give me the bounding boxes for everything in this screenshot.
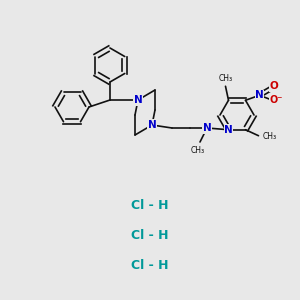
- Text: CH₃: CH₃: [218, 74, 233, 83]
- Text: Cl - H: Cl - H: [131, 229, 169, 242]
- Text: O: O: [269, 81, 278, 91]
- Text: N: N: [255, 90, 264, 100]
- Text: O⁻: O⁻: [270, 95, 283, 105]
- Text: CH₃: CH₃: [191, 146, 205, 155]
- Text: CH₃: CH₃: [262, 132, 277, 141]
- Text: N: N: [202, 123, 211, 133]
- Text: N: N: [148, 120, 156, 130]
- Text: Cl - H: Cl - H: [131, 259, 169, 272]
- Text: N: N: [134, 95, 142, 105]
- Text: N: N: [224, 125, 233, 135]
- Text: Cl - H: Cl - H: [131, 199, 169, 212]
